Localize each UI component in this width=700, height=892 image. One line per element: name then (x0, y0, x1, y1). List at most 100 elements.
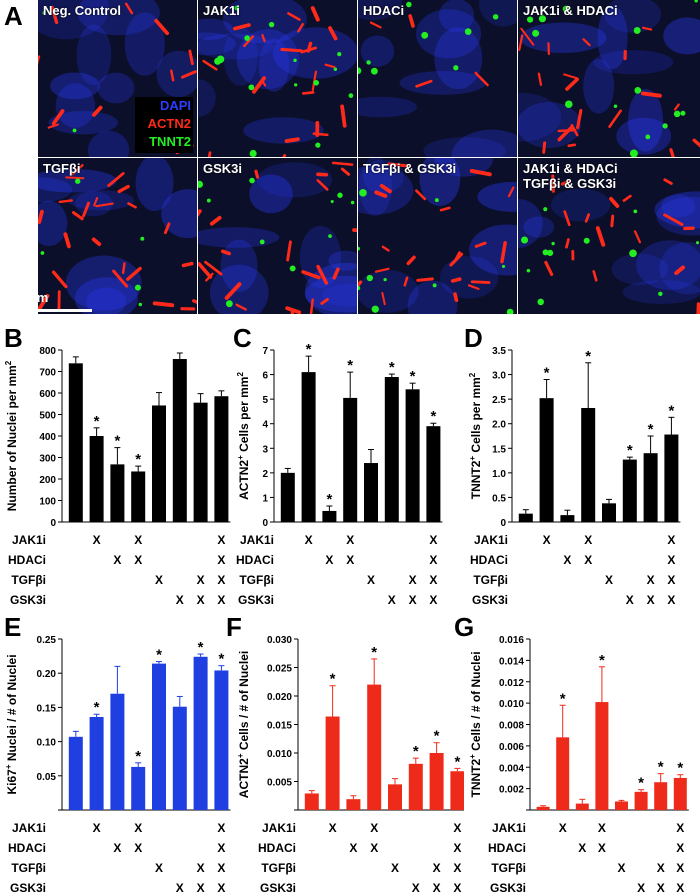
panel-letter-a: A (4, 1, 23, 31)
treatment-mark: X (370, 821, 378, 835)
y-tick-label: 7 (262, 346, 268, 357)
y-label-superscript: + (468, 754, 477, 759)
y-tick-label: 3 (262, 444, 268, 455)
bar (152, 663, 166, 810)
treatment-mark: X (370, 841, 378, 855)
significance-star: * (156, 647, 162, 664)
treatment-mark: X (155, 861, 163, 875)
y-tick-label: 0.05 (37, 772, 57, 783)
treatment-row-label: HDACi (8, 553, 46, 567)
treatment-mark: X (453, 821, 461, 835)
microscopy-tile: JAK1i & HDACi TGFβi & GSK3i (518, 158, 700, 314)
bar (405, 389, 420, 522)
bar (615, 801, 628, 810)
significance-star: * (454, 753, 460, 770)
treatment-mark: X (657, 861, 665, 875)
treatment-row-label: HDACi (8, 841, 46, 855)
significance-star: * (389, 359, 395, 376)
treatment-mark: X (617, 861, 625, 875)
significance-star: * (347, 357, 353, 374)
y-tick-label: 5 (262, 395, 268, 406)
bar (556, 737, 570, 810)
treatment-mark: X (346, 533, 354, 547)
y-tick-label: 0.005 (267, 778, 292, 789)
tile-label: JAK1i (203, 3, 240, 18)
bar (131, 766, 146, 810)
panel-letter-b: B (4, 323, 23, 353)
treatment-row-label: GSK3i (472, 593, 508, 606)
y-tick-label: 0.030 (267, 635, 292, 646)
y-tick-label: 0.014 (499, 656, 524, 667)
y-tick-label: 0.008 (499, 721, 524, 732)
treatment-mark: X (429, 533, 437, 547)
y-tick-label: 300 (39, 454, 56, 465)
treatment-mark: X (217, 841, 225, 855)
treatment-mark: X (197, 881, 205, 892)
treatment-mark: X (346, 553, 354, 567)
treatment-mark: X (367, 573, 375, 587)
y-tick-label: 0.10 (37, 738, 57, 749)
y-label-text: Number of Nuclei per mm (5, 365, 19, 511)
significance-star: * (410, 368, 416, 385)
treatment-mark: X (667, 533, 675, 547)
y-tick-label: 4 (262, 420, 268, 431)
treatment-mark: X (676, 821, 684, 835)
significance-star: * (648, 421, 654, 438)
y-label-superscript: 2 (468, 372, 477, 377)
significance-star: * (677, 760, 683, 777)
treatment-row-label: JAK1i (240, 533, 274, 547)
y-tick-label: 0.010 (267, 749, 292, 760)
treatment-row-label: TGFβi (473, 573, 508, 587)
bar (595, 702, 609, 810)
y-axis-label: ACTN2+ Cells per mm2 (236, 372, 251, 500)
treatment-mark: X (429, 593, 437, 606)
bar (131, 471, 146, 522)
treatment-mark: X (197, 861, 205, 875)
treatment-mark: X (349, 841, 357, 855)
y-tick-label: 0.5 (492, 493, 506, 504)
treatment-mark: X (134, 553, 142, 567)
legend-dapi: DAPI (159, 98, 191, 113)
treatment-mark: X (667, 593, 675, 606)
bar (193, 402, 208, 522)
tile-label: TGFβi (43, 161, 81, 176)
bar (325, 716, 340, 810)
significance-star: * (330, 671, 336, 688)
bar (536, 806, 550, 810)
legend-tnnt2: TNNT2 (149, 134, 191, 149)
treatment-mark: X (453, 861, 461, 875)
treatment-mark: X (217, 861, 225, 875)
significance-star: * (114, 433, 120, 450)
treatment-mark: X (217, 881, 225, 892)
y-label-text: Ki67 (5, 769, 19, 795)
y-label-text: Nuclei / # of Nuclei (5, 654, 19, 764)
y-tick-label: 0 (500, 518, 506, 529)
y-tick-label: 800 (39, 346, 56, 357)
treatment-mark: X (563, 553, 571, 567)
bar (560, 515, 575, 522)
treatment-row-label: TGFβi (11, 861, 46, 875)
y-label-text: Cells per mm (469, 377, 483, 456)
y-label-text: ACTN2 (237, 460, 251, 500)
treatment-mark: X (676, 881, 684, 892)
treatment-mark: X (647, 593, 655, 606)
y-label-superscript: + (236, 455, 245, 460)
treatment-mark: X (325, 553, 333, 567)
treatment-row-label: HDACi (258, 841, 296, 855)
y-tick-label: 0.006 (499, 742, 524, 753)
chart-nuclei-per-mm2: 0 100 200 300 400 500 600 700 800 Number of Nucle… (4, 346, 231, 606)
treatment-mark: X (584, 553, 592, 567)
treatment-mark: X (113, 553, 121, 567)
bar (280, 472, 295, 522)
stain-legend: DAPI ACTN2 TNNT2 (135, 97, 193, 153)
bar (664, 434, 679, 522)
bar (346, 799, 361, 810)
bar (193, 656, 208, 810)
bar (110, 693, 125, 810)
treatment-mark: X (329, 821, 337, 835)
legend-actn2: ACTN2 (147, 116, 191, 131)
treatment-mark: X (667, 553, 675, 567)
y-tick-label: 3.5 (492, 346, 506, 357)
treatment-mark: X (453, 881, 461, 892)
bar (450, 771, 464, 810)
